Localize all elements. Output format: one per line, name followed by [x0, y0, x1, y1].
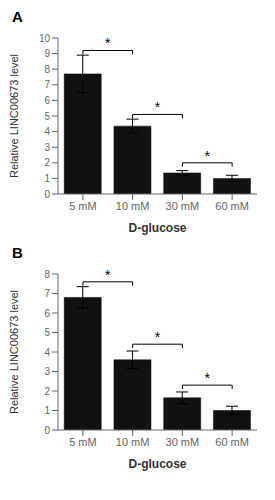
- html-text:A: A: [12, 8, 23, 25]
- svg-text:*: *: [155, 329, 161, 345]
- html-text:B: B: [12, 244, 23, 261]
- svg-text:4: 4: [44, 347, 50, 358]
- svg-text:4: 4: [44, 126, 50, 137]
- svg-text:Relative LINC00673 level: Relative LINC00673 level: [8, 54, 20, 178]
- svg-text:9: 9: [44, 48, 50, 59]
- svg-text:5: 5: [44, 111, 50, 122]
- svg-text:30 mM: 30 mM: [166, 200, 200, 212]
- svg-text:1: 1: [44, 173, 50, 184]
- svg-text:6: 6: [44, 95, 50, 106]
- svg-text:10: 10: [39, 33, 51, 44]
- svg-text:8: 8: [44, 269, 50, 280]
- svg-text:0: 0: [44, 425, 50, 436]
- svg-text:2: 2: [44, 386, 50, 397]
- svg-text:6: 6: [44, 308, 50, 319]
- svg-text:*: *: [205, 370, 211, 386]
- svg-text:5 mM: 5 mM: [69, 436, 97, 448]
- svg-text:Relative LINC00673 level: Relative LINC00673 level: [8, 290, 20, 414]
- svg-text:1: 1: [44, 405, 50, 416]
- svg-text:10 mM: 10 mM: [116, 436, 150, 448]
- svg-text:5: 5: [44, 327, 50, 338]
- svg-text:2: 2: [44, 157, 50, 168]
- svg-text:8: 8: [44, 64, 50, 75]
- svg-text:10 mM: 10 mM: [116, 200, 150, 212]
- svg-text:5 mM: 5 mM: [69, 200, 97, 212]
- svg-text:0: 0: [44, 189, 50, 200]
- svg-text:*: *: [205, 148, 211, 164]
- svg-text:3: 3: [44, 142, 50, 153]
- svg-text:*: *: [105, 35, 111, 51]
- svg-text:60 mM: 60 mM: [215, 200, 249, 212]
- svg-text:D-glucose: D-glucose: [128, 457, 186, 471]
- svg-text:3: 3: [44, 366, 50, 377]
- svg-text:7: 7: [44, 79, 50, 90]
- svg-text:*: *: [105, 267, 111, 283]
- svg-text:30 mM: 30 mM: [166, 436, 200, 448]
- svg-text:*: *: [155, 99, 161, 115]
- svg-text:7: 7: [44, 288, 50, 299]
- svg-text:D-glucose: D-glucose: [128, 221, 186, 235]
- svg-text:60 mM: 60 mM: [215, 436, 249, 448]
